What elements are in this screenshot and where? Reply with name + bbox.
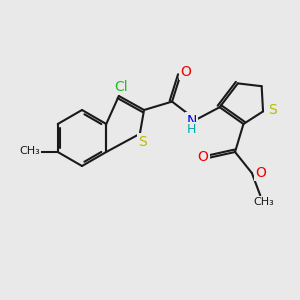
Text: S: S xyxy=(268,103,276,117)
Text: O: O xyxy=(180,65,191,79)
Text: Cl: Cl xyxy=(114,80,128,94)
Text: O: O xyxy=(255,166,266,180)
Text: CH₃: CH₃ xyxy=(254,197,274,207)
Text: S: S xyxy=(139,135,147,149)
Text: H: H xyxy=(187,123,196,136)
Text: CH₃: CH₃ xyxy=(20,146,40,156)
Text: O: O xyxy=(197,150,208,164)
Text: N: N xyxy=(187,114,197,128)
